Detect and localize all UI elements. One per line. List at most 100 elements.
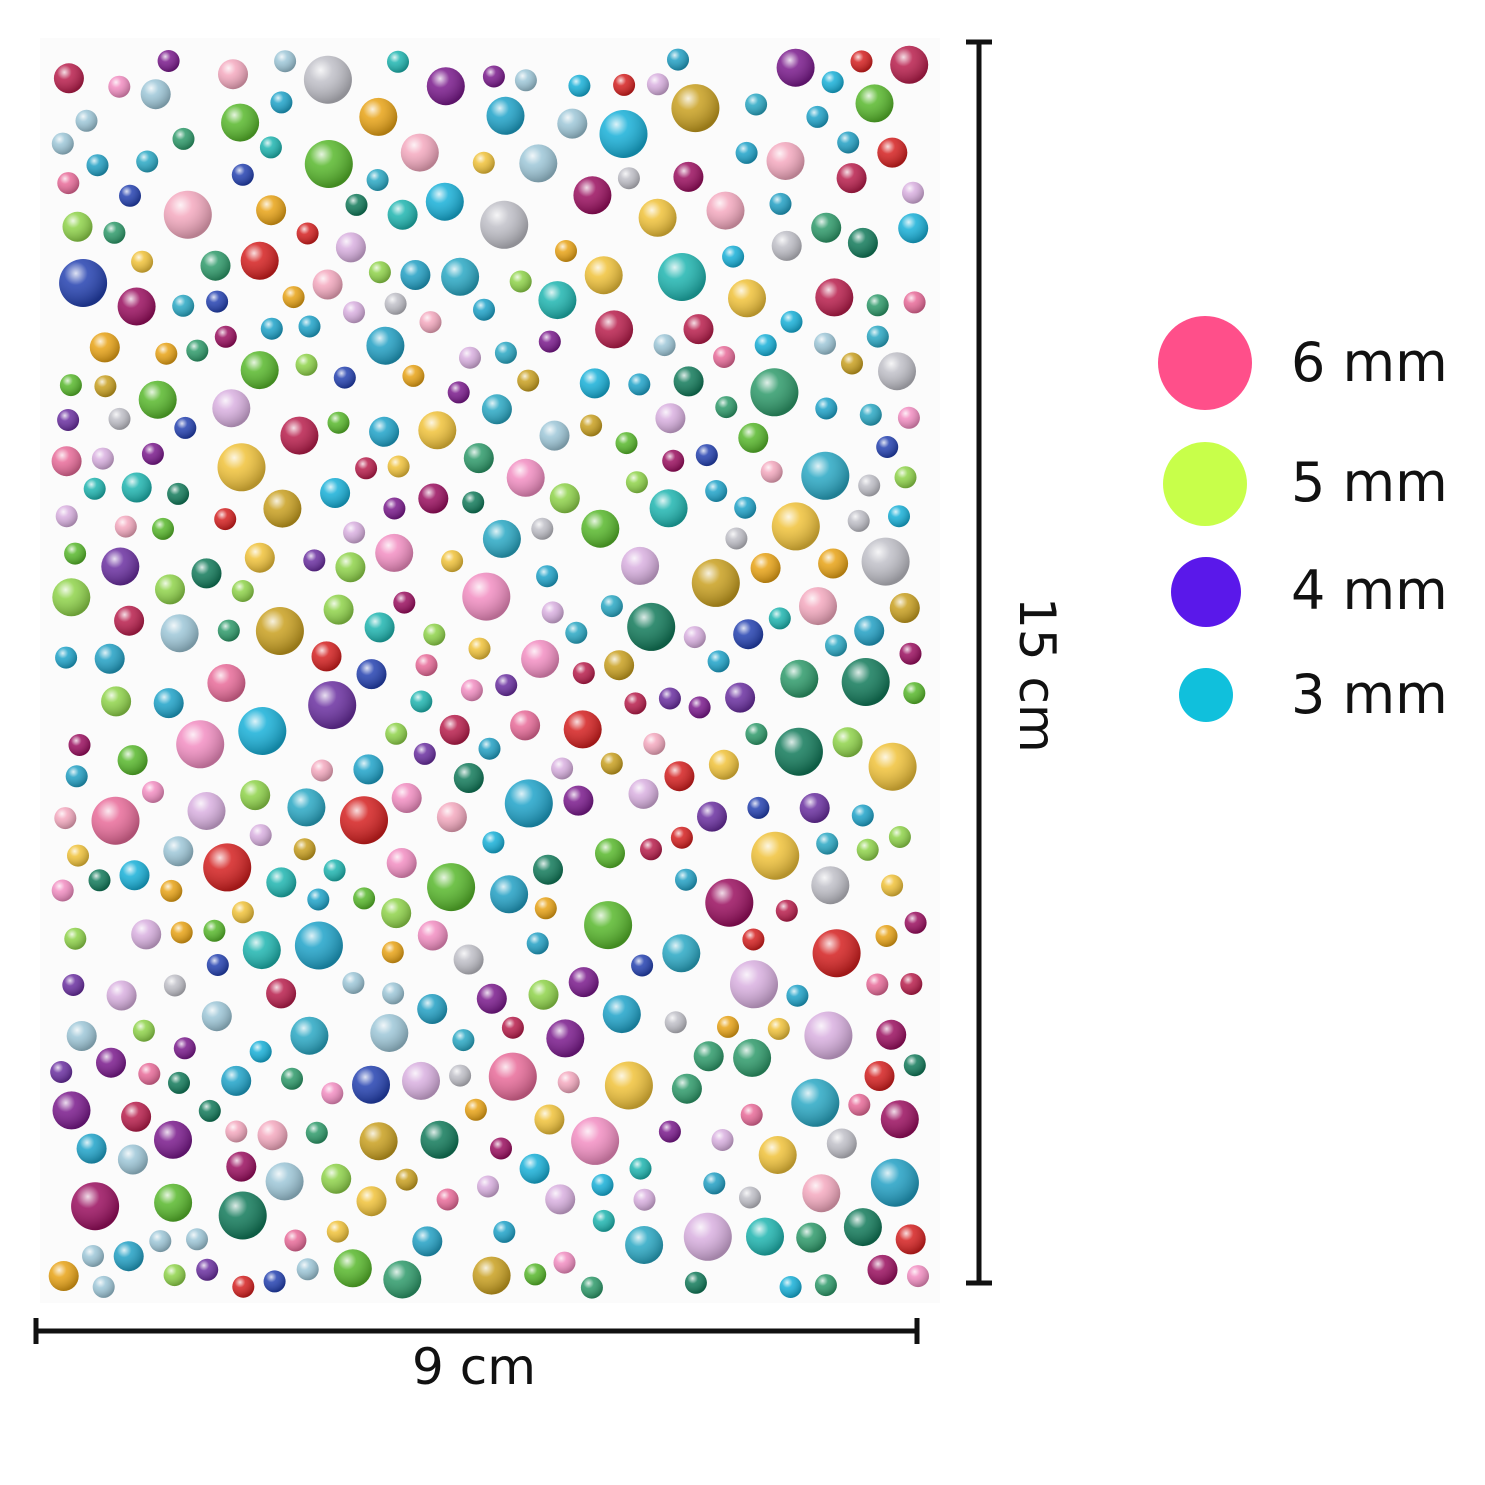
gem-highlight (217, 443, 266, 492)
gem-highlight (352, 1065, 390, 1104)
gem-highlight (629, 1157, 652, 1180)
gem-highlight (643, 732, 666, 755)
gem-highlight (563, 785, 594, 816)
gem-highlight (173, 1037, 196, 1060)
gem-highlight (703, 1172, 726, 1195)
gem-highlight (592, 1209, 615, 1232)
gem-highlight (321, 1163, 352, 1194)
gem-highlight (244, 542, 275, 573)
gem-highlight (101, 547, 140, 586)
gem-highlight (599, 110, 648, 158)
legend-dot-4mm (1171, 557, 1241, 627)
gem-highlight (821, 71, 844, 94)
gem-highlight (780, 310, 803, 333)
gem-highlight (383, 497, 406, 520)
gem-highlight (108, 407, 131, 430)
gem-highlight (167, 482, 190, 505)
gem-highlight (889, 593, 920, 623)
gem-highlight (488, 1052, 537, 1101)
gem-highlight (355, 457, 378, 480)
gem-highlight (441, 257, 480, 296)
gem-highlight (604, 1061, 653, 1110)
gem-highlight (890, 45, 929, 84)
gem-highlight (154, 1120, 192, 1159)
gem-highlight (733, 619, 764, 650)
gem-highlight (841, 658, 890, 706)
gem-highlight (658, 1120, 681, 1143)
gem-highlight (572, 662, 595, 685)
gem-highlight (462, 491, 485, 514)
gem-highlight (168, 1071, 190, 1094)
gem-highlight (441, 550, 464, 573)
gem-highlight (482, 65, 505, 88)
gem-highlight (106, 980, 137, 1011)
gem-highlight (395, 1168, 418, 1191)
gem-group (48, 45, 929, 1299)
gem-highlight (131, 250, 154, 273)
gem-highlight (356, 1186, 387, 1217)
gem-highlight (536, 565, 559, 588)
gem-highlight (804, 1011, 853, 1060)
gem-highlight (880, 1100, 919, 1139)
gem-highlight (321, 1082, 344, 1105)
gem-highlight (198, 1099, 221, 1122)
gem-highlight (739, 1186, 761, 1209)
gem-highlight (664, 761, 695, 792)
gem-highlight (410, 690, 433, 713)
gem-highlight (385, 722, 408, 745)
gem-highlight (697, 801, 727, 832)
gem-highlight (580, 414, 603, 437)
gem-highlight (59, 259, 108, 307)
gem-highlight (402, 364, 425, 387)
gem-highlight (226, 1151, 257, 1182)
gem-highlight (776, 48, 815, 87)
gem-highlight (413, 742, 436, 765)
gem-highlight (734, 496, 757, 519)
gem-highlight (281, 1067, 303, 1090)
gem-highlight (894, 466, 917, 489)
gem-highlight (806, 105, 829, 128)
gem-highlight (861, 537, 910, 586)
gem-highlight (170, 921, 193, 944)
gem-highlight (94, 643, 125, 674)
gem-highlight (713, 346, 736, 368)
gem-highlight (801, 451, 850, 500)
gem-highlight (771, 502, 820, 551)
gem-highlight (393, 591, 416, 614)
gem-highlight (52, 1091, 91, 1130)
gem-highlight (172, 294, 195, 317)
gem-highlight (55, 646, 78, 669)
gem-highlight (242, 931, 281, 970)
gem-highlight (649, 489, 688, 528)
gem-highlight (534, 1104, 565, 1135)
gem-highlight (108, 75, 131, 98)
gem-highlight (771, 230, 802, 261)
gem-highlight (186, 339, 209, 362)
gem-highlight (142, 781, 164, 803)
gem-highlight (163, 1264, 186, 1287)
gem-highlight (138, 1062, 161, 1085)
gem-highlight (186, 1228, 208, 1251)
gem-highlight (602, 995, 641, 1034)
gem-highlight (176, 720, 225, 769)
gem-highlight (545, 1184, 576, 1215)
gem-highlight (240, 241, 279, 280)
gem-highlight (628, 778, 659, 809)
gem-highlight (307, 888, 330, 911)
gem-highlight (231, 901, 254, 924)
gem-highlight (664, 1011, 687, 1034)
gem-highlight (825, 634, 847, 657)
gem-highlight (402, 1061, 440, 1100)
gem-highlight (174, 416, 197, 439)
gem-highlight (381, 898, 412, 929)
legend-label-6mm: 6 mm (1291, 331, 1448, 394)
gem-highlight (733, 1038, 772, 1077)
gem-highlight (76, 1133, 107, 1164)
gem-highlight (779, 1276, 802, 1298)
gem-highlight (579, 368, 610, 399)
gem-highlight (557, 108, 588, 139)
gem-highlight (343, 521, 366, 544)
gem-highlight (867, 1254, 898, 1285)
gem-highlight (888, 826, 911, 848)
gem-highlight (482, 831, 505, 854)
